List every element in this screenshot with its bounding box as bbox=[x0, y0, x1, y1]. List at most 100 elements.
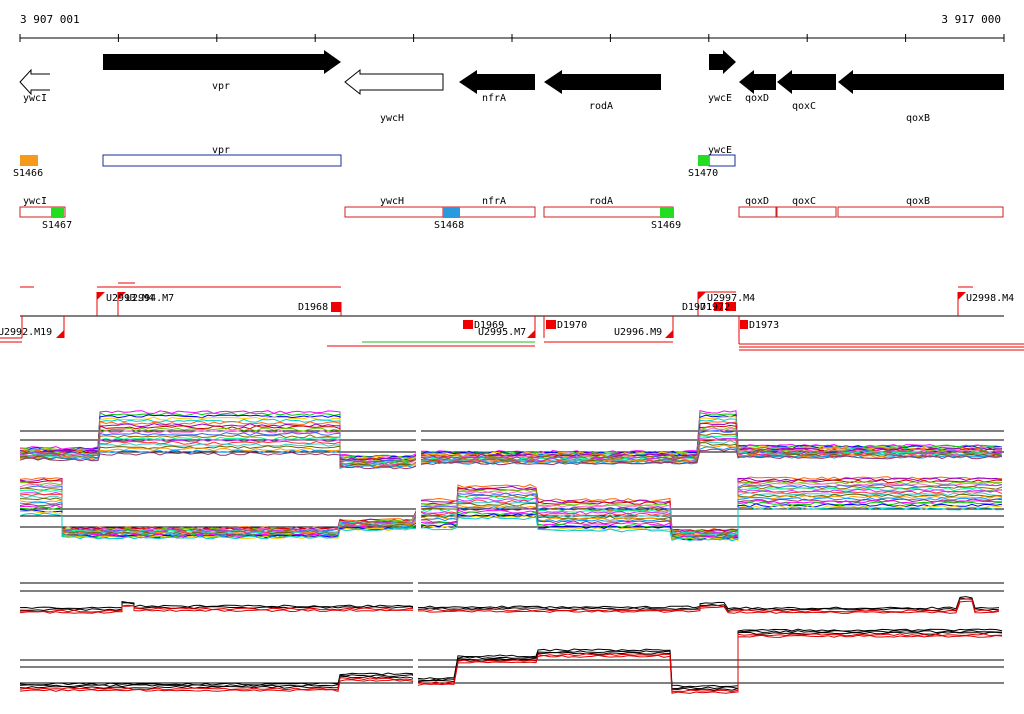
summary-trace bbox=[19, 628, 1003, 688]
gene-label-qoxD: qoxD bbox=[745, 93, 769, 104]
segment-label-D1968: D1968 bbox=[298, 302, 328, 313]
segment-label-D1970: D1970 bbox=[557, 320, 587, 331]
marker-D1970[interactable] bbox=[546, 320, 556, 329]
cds-box-qoxC[interactable] bbox=[776, 206, 837, 218]
marker-D1968[interactable] bbox=[331, 302, 341, 312]
expression-trace bbox=[19, 428, 1003, 464]
gene-label-nfrA: nfrA bbox=[482, 93, 506, 104]
probe-S1468[interactable] bbox=[443, 207, 460, 218]
expression-track-multi bbox=[19, 409, 1004, 545]
marker-D1969[interactable] bbox=[463, 320, 473, 329]
probe-S1469[interactable] bbox=[660, 207, 674, 218]
segment-label-D1972: D1972 bbox=[700, 302, 730, 313]
gene-track: ywcI vpr ywcH nfrA rodA ywcE qoxD qoxC q… bbox=[19, 50, 1004, 124]
expression-trace bbox=[19, 506, 1003, 542]
segment-label-U2993: U2993.M4 bbox=[106, 293, 154, 304]
probe-S1467[interactable] bbox=[51, 207, 64, 218]
expression-trace bbox=[19, 488, 1003, 537]
cds-box-ywcE[interactable] bbox=[708, 154, 736, 167]
expression-trace bbox=[19, 420, 1003, 461]
summary-trace bbox=[19, 630, 1003, 690]
gene-arrow-ywcH[interactable] bbox=[344, 68, 444, 96]
segment-label-U2992: U2992.M19 bbox=[0, 327, 52, 338]
gene-arrow-qoxC[interactable] bbox=[777, 70, 836, 94]
expression-trace bbox=[19, 493, 1003, 538]
probe-label-S1469: S1469 bbox=[651, 220, 681, 231]
cds-label-qoxC: qoxC bbox=[792, 196, 816, 207]
segment-label-D1971: D1971 bbox=[682, 302, 712, 313]
gene-label-vpr: vpr bbox=[212, 81, 230, 92]
gene-label-qoxC: qoxC bbox=[792, 101, 816, 112]
segment-label-U2998: U2998.M4 bbox=[966, 293, 1014, 304]
expression-trace bbox=[19, 412, 1003, 459]
segment-flag bbox=[698, 292, 706, 300]
gene-arrow-ywcE[interactable] bbox=[709, 50, 736, 74]
segment-flag bbox=[665, 330, 673, 338]
probe-label-S1466: S1466 bbox=[13, 168, 43, 179]
segment-label-U2997: U2997.M4 bbox=[707, 293, 755, 304]
cds-label-vpr: vpr bbox=[212, 145, 230, 156]
cds-label-nfrA: nfrA bbox=[482, 196, 506, 207]
segment-label-U2996: U2996.M9 bbox=[614, 327, 662, 338]
segment-flag bbox=[56, 330, 64, 338]
segment-label-U2994: U2994.M7 bbox=[126, 293, 174, 304]
multi-lower-traces bbox=[19, 476, 1003, 542]
cds-box-ywcI[interactable] bbox=[19, 206, 66, 218]
expression-trace bbox=[19, 479, 1003, 533]
cds-label-ywcE: ywcE bbox=[708, 145, 732, 156]
expression-trace bbox=[19, 501, 1003, 540]
probe-label-S1467: S1467 bbox=[42, 220, 72, 231]
gene-label-rodA: rodA bbox=[589, 101, 613, 112]
cds-label-qoxD: qoxD bbox=[745, 196, 769, 207]
probe-label-S1470: S1470 bbox=[688, 168, 718, 179]
axis-ticks bbox=[19, 34, 1005, 42]
marker-D1971[interactable] bbox=[714, 302, 723, 311]
summary-upper-traces bbox=[19, 596, 1000, 614]
cds-label-ywcI: ywcI bbox=[23, 196, 47, 207]
summary-trace bbox=[19, 631, 1003, 691]
gene-label-qoxB: qoxB bbox=[906, 113, 930, 124]
summary-trace bbox=[19, 596, 1000, 610]
gene-label-ywcE: ywcE bbox=[708, 93, 732, 104]
probe-label-S1468: S1468 bbox=[434, 220, 464, 231]
cds-box-qoxD[interactable] bbox=[738, 206, 777, 218]
segment-track: U2992.M19 U2993.M4 U2994.M7 D1968 D1969 … bbox=[0, 282, 1024, 351]
summary-trace bbox=[19, 634, 1003, 694]
axis-end-label: 3 917 000 bbox=[941, 13, 1001, 26]
cds-box-rodA[interactable] bbox=[543, 206, 674, 218]
gene-arrow-ywcI[interactable] bbox=[19, 68, 50, 96]
track-gap bbox=[416, 425, 421, 545]
cds-box-vpr[interactable] bbox=[102, 154, 342, 167]
segment-flag bbox=[118, 292, 126, 300]
gene-label-ywcI: ywcI bbox=[23, 93, 47, 104]
coordinate-axis: 3 907 001 3 917 000 bbox=[19, 13, 1005, 42]
cds-box-ywcH[interactable] bbox=[344, 206, 444, 218]
track-gap bbox=[413, 578, 418, 698]
cds-track-upper: vpr ywcE S1466 S1470 bbox=[13, 145, 736, 179]
expression-trace bbox=[19, 446, 1003, 469]
expression-trace bbox=[19, 490, 1003, 537]
segment-label-D1973: D1973 bbox=[749, 320, 779, 331]
segment-flag bbox=[527, 330, 535, 338]
summary-trace bbox=[19, 600, 1000, 614]
cds-label-rodA: rodA bbox=[589, 196, 613, 207]
gene-arrow-nfrA[interactable] bbox=[459, 70, 535, 94]
multi-upper-traces bbox=[19, 409, 1003, 470]
gene-label-ywcH: ywcH bbox=[380, 113, 404, 124]
cds-box-qoxB[interactable] bbox=[837, 206, 1004, 218]
probe-S1466[interactable] bbox=[20, 155, 38, 166]
gene-arrow-vpr[interactable] bbox=[103, 50, 341, 74]
segment-label-D1969: D1969 bbox=[474, 320, 504, 331]
cds-label-qoxB: qoxB bbox=[906, 196, 930, 207]
gene-arrow-qoxB[interactable] bbox=[838, 70, 1004, 94]
summary-trace bbox=[19, 598, 1000, 613]
gene-arrow-qoxD[interactable] bbox=[739, 70, 776, 94]
probe-S1470[interactable] bbox=[698, 155, 709, 166]
marker-D1973[interactable] bbox=[740, 320, 748, 329]
gene-arrow-rodA[interactable] bbox=[544, 70, 661, 94]
marker-D1972[interactable] bbox=[726, 302, 736, 311]
summary-lower-traces bbox=[19, 628, 1003, 694]
expression-trace bbox=[19, 436, 1003, 466]
segment-flag bbox=[97, 292, 105, 300]
expression-track-summary bbox=[19, 578, 1004, 698]
